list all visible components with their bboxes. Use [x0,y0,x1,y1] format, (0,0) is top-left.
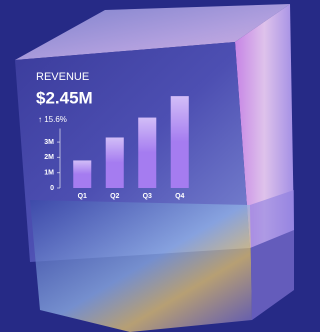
y-tick-label: 2M [44,154,54,161]
chart-subtitle: $2.45M [36,88,93,107]
x-tick-label: Q3 [143,193,152,200]
chart: REVENUE $2.45M ↑ 15.6% 0 1M 2M 3M Q1 Q2 Q3 Q4 [0,0,294,332]
y-tick-label: 0 [50,185,54,192]
bar-shine [138,118,156,153]
page: {"chart_data": {"type": "bar", "title": … [0,0,294,332]
chart-title: REVENUE [36,71,89,83]
cube-bottom-right [250,190,294,320]
y-tick-label: 1M [44,170,54,177]
y-tick-label: 3M [44,139,54,146]
x-tick-label: Q1 [78,193,87,200]
x-tick-label: Q2 [110,193,119,200]
bar-shine [73,160,91,174]
bar-shine [171,96,189,142]
bar-shine [106,137,124,162]
annotation: ↑ 15.6% [38,115,67,124]
x-tick-label: Q4 [175,193,184,200]
cube-bottom [30,200,252,332]
